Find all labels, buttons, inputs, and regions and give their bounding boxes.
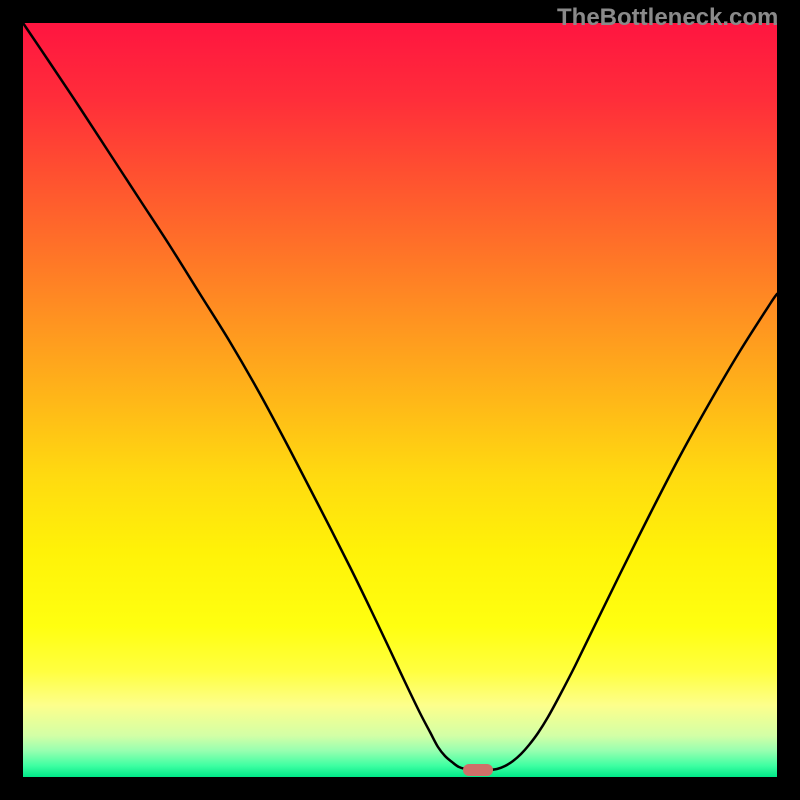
bottleneck-chart	[0, 0, 800, 800]
plot-gradient-background	[23, 23, 777, 777]
optimal-marker	[463, 764, 493, 776]
watermark-text: TheBottleneck.com	[557, 4, 778, 32]
